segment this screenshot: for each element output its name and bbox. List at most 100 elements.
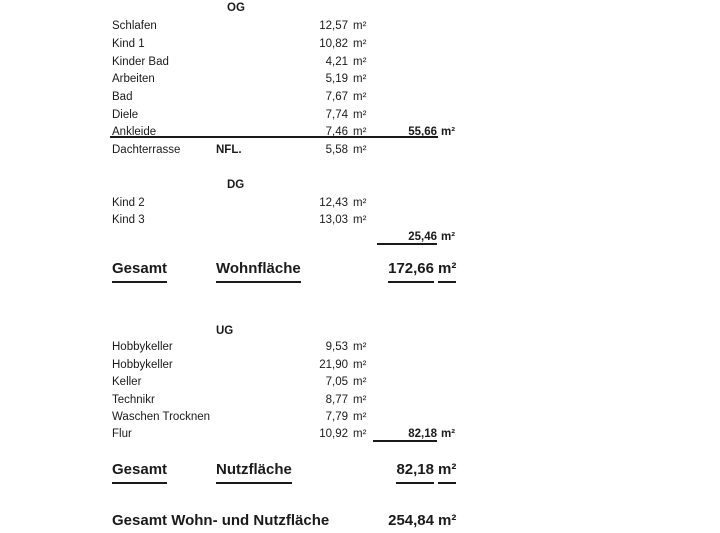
unit-label: m² [438,259,457,283]
unit-label: m² [353,411,367,423]
total-category-text: Wohnfläche [216,259,301,283]
room-name: Waschen Trocknen [112,411,211,423]
unit-label: m² [353,144,367,156]
area-value: 9,53 [325,341,348,353]
area-value: 10,82 [319,38,348,50]
total-label: Gesamt [112,460,168,484]
section-header-dg: DG [227,179,245,191]
total-label-text: Gesamt [112,259,168,283]
dg-sum-rule-line [377,243,437,245]
room-row: Bad 7,67 m² [0,89,720,107]
total-value-text: 82,18 [396,460,434,484]
total-wohnflaeche-row: Gesamt Wohnfläche 172,66 m² [0,259,720,283]
room-row-with-subtotal: Ankleide 7,46 m² 55,66 m² [0,124,720,142]
total-label-text: Gesamt [112,460,168,484]
room-row: Waschen Trocknen 7,79 m² [0,409,720,427]
total-category: Nutzfläche [216,460,292,484]
area-value: 21,90 [319,359,348,371]
room-name: Kind 2 [112,197,145,209]
room-name: Arbeiten [112,73,155,85]
room-name: Ankleide [112,126,157,138]
room-name: Hobbykeller [112,359,173,371]
area-value: 7,05 [325,376,348,388]
area-value: 5,58 [325,144,348,156]
nfl-tag: NFL. [216,144,242,156]
room-row: Diele 7,74 m² [0,107,720,125]
unit-label: m² [353,56,367,68]
unit-label: m² [353,376,367,388]
unit-label: m² [353,197,367,209]
room-row: Keller 7,05 m² [0,374,720,392]
total-label: Gesamt [112,259,168,283]
room-row: Hobbykeller 21,90 m² [0,357,720,375]
room-name: Diele [112,109,139,121]
unit-label: m² [438,512,457,529]
unit-label: m² [353,214,367,226]
og-sum-rule-line [110,136,438,138]
total-category-text: Nutzfläche [216,460,292,484]
room-row: Arbeiten 5,19 m² [0,71,720,89]
room-name: Keller [112,376,142,388]
unit-label: m² [353,359,367,371]
section-header-og: OG [227,2,245,14]
total-category: Wohnfläche [216,259,301,283]
room-row: Kind 2 12,43 m² [0,195,720,213]
total-value: 172,66 [340,259,434,283]
section-header-row-og: OG [0,0,720,18]
total-nutzflaeche-row: Gesamt Nutzfläche 82,18 m² [0,460,720,484]
room-name: Schlafen [112,20,157,32]
room-name: Kind 1 [112,38,145,50]
total-value-text: 172,66 [388,259,434,283]
unit-label: m² [441,231,456,243]
unit-label: m² [353,38,367,50]
unit-label: m² [441,126,456,138]
area-value: 10,92 [319,428,348,440]
unit-label: m² [353,20,367,32]
room-row: Kind 3 13,03 m² [0,212,720,230]
unit-label-text: m² [438,460,457,484]
area-value: 12,43 [319,197,348,209]
area-value: 12,57 [319,20,348,32]
room-name: Kinder Bad [112,56,169,68]
area-value: 7,79 [325,411,348,423]
unit-label: m² [353,428,367,440]
unit-label: m² [353,109,367,121]
unit-label: m² [441,428,456,440]
area-value: 7,67 [325,91,348,103]
room-row-dachterrasse: Dachterrasse NFL. 5,58 m² [0,142,720,160]
grand-total-value: 254,84 [388,512,434,529]
unit-label: m² [438,460,457,484]
room-row: Kind 1 10,82 m² [0,36,720,54]
room-row: Hobbykeller 9,53 m² [0,339,720,357]
grand-total-label: Gesamt Wohn- und Nutzfläche [112,512,330,529]
og-subtotal-value: 55,66 [408,126,437,138]
room-row: Schlafen 12,57 m² [0,18,720,36]
area-value: 5,19 [325,73,348,85]
unit-label-text: m² [438,259,457,283]
area-value: 7,46 [325,126,348,138]
section-header-ug: UG [216,325,234,337]
unit-label: m² [353,91,367,103]
area-value: 7,74 [325,109,348,121]
room-name: Hobbykeller [112,341,173,353]
section-header-row-ug: UG [0,323,720,341]
room-row: Technikr 8,77 m² [0,392,720,410]
ug-sum-rule-line [373,440,437,442]
room-name: Technikr [112,394,155,406]
room-row: Kinder Bad 4,21 m² [0,54,720,72]
room-name: Flur [112,428,132,440]
area-value: 4,21 [325,56,348,68]
room-name: Kind 3 [112,214,145,226]
room-name: Dachterrasse [112,144,181,156]
unit-label: m² [353,73,367,85]
grand-total-row: Gesamt Wohn- und Nutzfläche 254,84 m² [0,511,720,533]
dg-subtotal-value: 25,46 [408,231,437,243]
total-value: 82,18 [340,460,434,484]
ug-subtotal-value: 82,18 [408,428,437,440]
unit-label: m² [353,126,367,138]
unit-label: m² [353,394,367,406]
area-value: 8,77 [325,394,348,406]
unit-label: m² [353,341,367,353]
room-row-with-subtotal: Flur 10,92 m² 82,18 m² [0,426,720,444]
